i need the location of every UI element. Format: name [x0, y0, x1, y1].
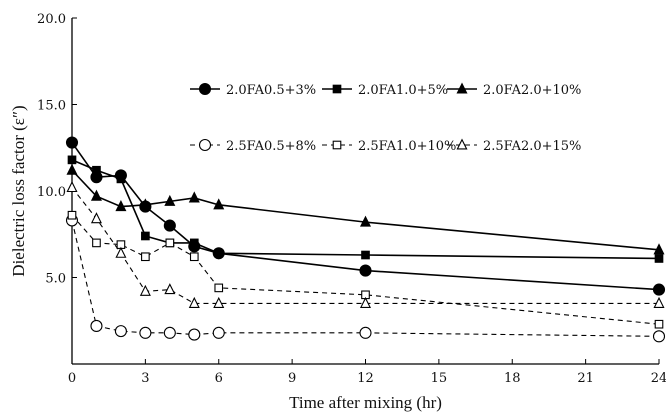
- x-tick-label: 0: [68, 371, 76, 386]
- data-point: [652, 330, 666, 343]
- legend: 2.0FA0.5+3% 2.0FA1.0+5% 2.0FA2.0+10% 2.5FA0…: [190, 82, 581, 154]
- series-3: [66, 163, 665, 255]
- data-point: [141, 231, 150, 241]
- y-tick-label: 15.0: [37, 99, 66, 114]
- series-line: [71, 214, 660, 325]
- data-point: [653, 296, 665, 308]
- legend-label: 2.0FA1.0+5%: [358, 83, 448, 98]
- legend-marker: [332, 140, 342, 150]
- data-point: [188, 328, 201, 341]
- data-point: [141, 252, 150, 262]
- data-point: [65, 136, 79, 149]
- data-point: [359, 296, 372, 308]
- data-point: [163, 326, 176, 339]
- data-point: [115, 246, 127, 258]
- data-point: [214, 283, 224, 293]
- axes: 0 3 6 9 12 15 18 21 24 5.0 10.0 15.0 20.0: [37, 12, 666, 386]
- data-point: [359, 215, 372, 227]
- data-point: [361, 250, 370, 260]
- data-point: [359, 264, 372, 277]
- data-point: [188, 296, 200, 308]
- data-point: [92, 165, 101, 175]
- legend-marker: [198, 138, 212, 152]
- data-point: [66, 181, 78, 193]
- x-tick-label: 12: [357, 371, 374, 386]
- data-point: [114, 325, 127, 338]
- legend-item-6: 2.5FA2.0+15%: [447, 138, 581, 154]
- legend-item-2: 2.0FA1.0+5%: [322, 83, 448, 98]
- data-point: [189, 252, 199, 262]
- y-tick-label: 10.0: [37, 185, 66, 200]
- data-point: [139, 198, 151, 210]
- data-point: [213, 198, 225, 210]
- data-point: [213, 296, 225, 308]
- data-point: [116, 174, 126, 184]
- x-tick-label: 9: [288, 371, 296, 386]
- data-point: [214, 248, 224, 258]
- data-point: [90, 319, 103, 332]
- data-point: [654, 254, 664, 263]
- data-point: [163, 219, 176, 232]
- data-point: [188, 191, 200, 203]
- series-line: [71, 169, 660, 251]
- data-point: [212, 326, 225, 339]
- y-tick-label: 20.0: [37, 12, 66, 27]
- data-point: [67, 210, 77, 220]
- data-point: [164, 194, 176, 206]
- series-line: [71, 187, 659, 305]
- data-point: [164, 283, 176, 295]
- series-line: [71, 159, 660, 260]
- x-tick-label: 21: [577, 371, 594, 386]
- series-6: [66, 181, 665, 308]
- legend-item-1: 2.0FA0.5+3%: [190, 82, 316, 98]
- data-point: [92, 238, 101, 248]
- legend-label: 2.0FA0.5+3%: [226, 83, 316, 98]
- x-tick-label: 3: [141, 371, 149, 386]
- data-point: [653, 243, 665, 255]
- data-point: [189, 238, 199, 248]
- data-point: [654, 319, 664, 329]
- legend-marker: [456, 82, 468, 94]
- data-point: [67, 155, 77, 165]
- series-line: [71, 220, 660, 337]
- x-tick-label: 24: [651, 371, 666, 386]
- data-point: [115, 200, 127, 212]
- legend-label: 2.5FA2.0+15%: [483, 139, 581, 154]
- legend-item-3: 2.0FA2.0+10%: [447, 82, 581, 98]
- data-point: [90, 189, 102, 201]
- x-axis-title: Time after mixing (hr): [289, 393, 442, 412]
- series-4: [65, 214, 666, 343]
- series-layer: [65, 136, 666, 343]
- legend-item-4: 2.5FA0.5+8%: [190, 138, 316, 154]
- x-tick-label: 18: [504, 371, 521, 386]
- y-tick-label: 5.0: [45, 272, 66, 287]
- data-point: [90, 212, 102, 224]
- data-point: [165, 238, 175, 248]
- legend-marker: [332, 84, 342, 94]
- data-point: [359, 326, 372, 339]
- legend-label: 2.5FA0.5+8%: [226, 139, 316, 154]
- x-tick-label: 6: [215, 371, 223, 386]
- legend-label: 2.0FA2.0+10%: [483, 83, 581, 98]
- y-axis-title: Dielectric loss factor (ε″): [9, 105, 28, 276]
- legend-item-5: 2.5FA1.0+10%: [322, 139, 456, 154]
- data-point: [139, 326, 152, 339]
- data-point: [139, 284, 151, 296]
- data-point: [652, 283, 666, 296]
- legend-marker: [198, 82, 212, 96]
- legend-marker: [456, 138, 468, 150]
- legend-label: 2.5FA1.0+10%: [358, 139, 456, 154]
- series-2: [67, 155, 664, 263]
- data-point: [66, 163, 78, 175]
- series-5: [67, 210, 664, 329]
- x-tick-label: 15: [431, 371, 448, 386]
